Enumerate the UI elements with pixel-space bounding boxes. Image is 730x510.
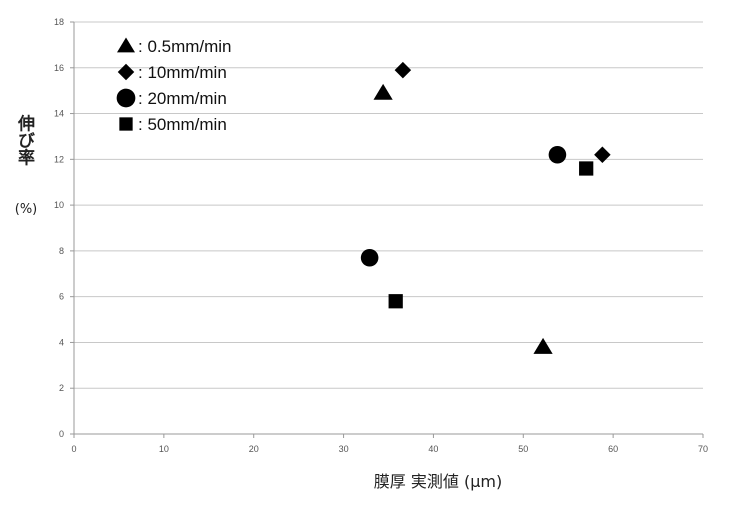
axes: [70, 21, 704, 438]
y-tick-label: 14: [54, 109, 64, 119]
data-point-square-2: [579, 161, 594, 176]
x-tick-label: 40: [428, 444, 438, 454]
grid-lines: [74, 21, 703, 389]
data-point-diamond-2: [594, 146, 611, 164]
data-point-diamond-1: [394, 61, 412, 79]
tick-labels: 0 2 4 6 8 10 12 14 16 18 0 10 20 30 40 50 60 70: [54, 17, 708, 454]
data-points: [360, 61, 611, 354]
legend-marker-square: [119, 117, 133, 131]
data-point-triangle-2: [533, 337, 553, 354]
x-tick-label: 0: [71, 444, 76, 454]
legend-label: : 0.5mm/min: [138, 37, 232, 56]
x-tick-label: 50: [518, 444, 528, 454]
data-point-square-1: [388, 294, 403, 309]
x-axis-title: 膜厚 実測値 (µm): [374, 472, 502, 491]
y-axis-title-unit: (%): [15, 202, 38, 217]
x-tick-label: 30: [339, 444, 349, 454]
legend-marker-triangle: [117, 37, 135, 53]
y-tick-label: 6: [59, 292, 64, 302]
legend: : 0.5mm/min : 10mm/min : 20mm/min : 50mm/mi…: [116, 37, 232, 134]
legend-label: : 50mm/min: [138, 115, 227, 134]
legend-marker-circle: [116, 88, 136, 108]
y-tick-label: 4: [59, 337, 64, 347]
legend-label: : 20mm/min: [138, 89, 227, 108]
x-tick-label: 70: [698, 444, 708, 454]
data-point-circle-2: [548, 145, 567, 164]
data-point-triangle-1: [373, 83, 393, 100]
y-tick-label: 10: [54, 200, 64, 210]
x-tick-label: 10: [159, 444, 169, 454]
y-tick-label: 2: [59, 383, 64, 393]
y-axis-title-main: 伸び率: [14, 113, 36, 166]
y-tick-label: 8: [59, 246, 64, 256]
data-point-circle-1: [360, 248, 379, 267]
x-tick-label: 20: [249, 444, 259, 454]
legend-marker-diamond: [117, 63, 135, 81]
legend-label: : 10mm/min: [138, 63, 227, 82]
y-tick-label: 16: [54, 63, 64, 73]
y-tick-label: 18: [54, 17, 64, 27]
x-tick-label: 60: [608, 444, 618, 454]
y-tick-label: 0: [59, 429, 64, 439]
y-tick-label: 12: [54, 154, 64, 164]
